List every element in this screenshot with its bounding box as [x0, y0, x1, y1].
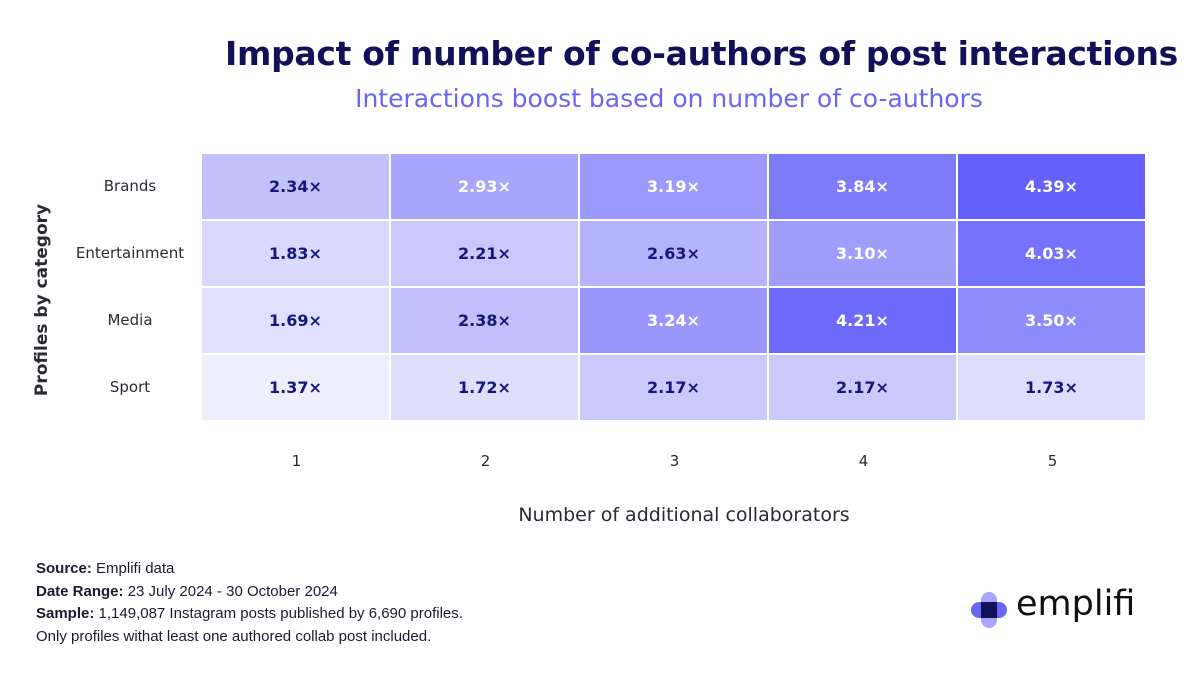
heatmap-cell: 3.84×	[769, 154, 956, 219]
emplifi-logo: emplifi	[970, 584, 1150, 630]
heatmap-cell: 3.10×	[769, 221, 956, 286]
heatmap-cell: 2.93×	[391, 154, 578, 219]
column-label-2: 2	[480, 452, 491, 470]
row-label-media: Media	[107, 311, 153, 329]
row-label-brands: Brands	[103, 177, 157, 195]
x-axis-label: Number of additional collaborators	[518, 504, 850, 526]
heatmap-cell: 4.03×	[958, 221, 1145, 286]
heatmap-cell: 1.37×	[202, 355, 389, 420]
heatmap-cell: 3.19×	[580, 154, 767, 219]
column-label-3: 3	[669, 452, 680, 470]
heatmap-cell: 2.38×	[391, 288, 578, 353]
footer-notes: Source: Emplifi data Date Range: 23 July…	[36, 558, 463, 648]
column-label-1: 1	[291, 452, 302, 470]
date-range-line: Date Range: 23 July 2024 - 30 October 20…	[36, 582, 338, 600]
heatmap-cell: 1.83×	[202, 221, 389, 286]
chart-title: Impact of number of co-authors of post i…	[225, 34, 1178, 73]
heatmap-cell: 1.69×	[202, 288, 389, 353]
heatmap-cell: 4.39×	[958, 154, 1145, 219]
emplifi-logo-icon	[971, 592, 1007, 628]
heatmap-cell: 2.21×	[391, 221, 578, 286]
y-axis-label: Profiles by category	[32, 203, 52, 397]
chart-subtitle: Interactions boost based on number of co…	[355, 84, 983, 113]
logo-wordmark: emplifi	[1016, 584, 1136, 624]
heatmap-cell: 3.24×	[580, 288, 767, 353]
row-label-entertainment: Entertainment	[75, 244, 185, 262]
column-label-5: 5	[1047, 452, 1058, 470]
column-label-4: 4	[858, 452, 869, 470]
heatmap-cell: 2.17×	[769, 355, 956, 420]
note-line: Only profiles withat least one authored …	[36, 627, 432, 645]
heatmap-cell: 2.17×	[580, 355, 767, 420]
heatmap-cell: 1.73×	[958, 355, 1145, 420]
source-line: Source: Emplifi data	[36, 560, 175, 577]
heatmap-cell: 2.34×	[202, 154, 389, 219]
heatmap-cell: 2.63×	[580, 221, 767, 286]
row-label-sport: Sport	[109, 378, 151, 396]
heatmap-cell: 4.21×	[769, 288, 956, 353]
sample-line: Sample: 1,149,087 Instagram posts publis…	[36, 605, 463, 622]
heatmap-cell: 3.50×	[958, 288, 1145, 353]
heatmap-cell: 1.72×	[391, 355, 578, 420]
